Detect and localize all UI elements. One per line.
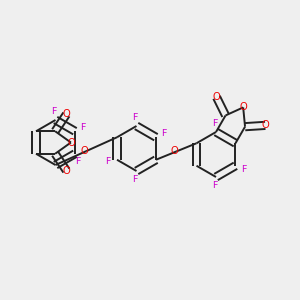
Text: O: O <box>261 120 269 130</box>
Text: F: F <box>241 165 246 174</box>
Text: F: F <box>161 129 167 138</box>
Text: F: F <box>80 123 86 132</box>
Text: F: F <box>75 157 81 166</box>
Text: O: O <box>62 110 70 119</box>
Text: F: F <box>132 113 138 122</box>
Text: F: F <box>132 175 138 184</box>
Text: F: F <box>212 119 217 128</box>
Text: F: F <box>51 107 57 116</box>
Text: O: O <box>62 166 70 176</box>
Text: O: O <box>67 137 75 148</box>
Text: F: F <box>212 181 217 190</box>
Text: F: F <box>105 157 111 166</box>
Text: O: O <box>239 102 247 112</box>
Text: O: O <box>81 146 88 156</box>
Text: O: O <box>171 146 178 157</box>
Text: O: O <box>213 92 220 102</box>
